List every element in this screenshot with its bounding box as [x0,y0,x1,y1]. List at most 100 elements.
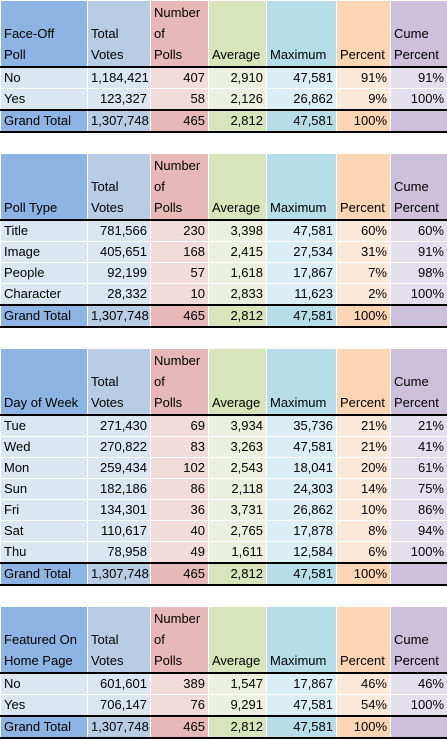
average-cell[interactable]: 2,812 [209,305,267,327]
cume-percent-cell[interactable]: 100% [391,695,447,717]
total-votes-cell[interactable]: 1,307,748 [88,110,151,132]
average-header[interactable]: Average [209,154,267,221]
row-label-cell[interactable]: No [1,673,88,695]
percent-cell[interactable]: 20% [337,458,391,479]
num-polls-cell[interactable]: 168 [151,242,209,263]
num-polls-cell[interactable]: 10 [151,284,209,306]
row-label-cell[interactable]: Title [1,220,88,242]
percent-cell[interactable]: 2% [337,284,391,306]
num-polls-cell[interactable]: 230 [151,220,209,242]
maximum-cell[interactable]: 47,581 [267,563,337,585]
average-cell[interactable]: 1,618 [209,263,267,284]
cume-percent-cell[interactable]: 46% [391,673,447,695]
average-header[interactable]: Average [209,349,267,416]
maximum-header[interactable]: Maximum [267,607,337,674]
percent-cell[interactable]: 6% [337,542,391,564]
average-cell[interactable]: 3,398 [209,220,267,242]
num-polls-cell[interactable]: 465 [151,305,209,327]
percent-cell[interactable]: 21% [337,437,391,458]
cume-percent-cell[interactable]: 98% [391,263,447,284]
cume-percent-cell[interactable] [391,563,447,585]
cume-percent-cell[interactable]: 21% [391,415,447,437]
average-cell[interactable]: 1,547 [209,673,267,695]
maximum-header[interactable]: Maximum [267,154,337,221]
row-label-cell[interactable]: Sat [1,521,88,542]
maximum-cell[interactable]: 12,584 [267,542,337,564]
average-cell[interactable]: 2,812 [209,110,267,132]
maximum-cell[interactable]: 18,041 [267,458,337,479]
total-votes-cell[interactable]: 28,332 [88,284,151,306]
num-polls-cell[interactable]: 86 [151,479,209,500]
total-votes-cell[interactable]: 92,199 [88,263,151,284]
num-polls-cell[interactable]: 102 [151,458,209,479]
percent-cell[interactable]: 100% [337,716,391,738]
maximum-cell[interactable]: 17,878 [267,521,337,542]
percent-header[interactable]: Percent [337,349,391,416]
percent-cell[interactable]: 7% [337,263,391,284]
maximum-cell[interactable]: 26,862 [267,500,337,521]
num-polls-cell[interactable]: 83 [151,437,209,458]
percent-header[interactable]: Percent [337,154,391,221]
average-header[interactable]: Average [209,607,267,674]
row-label-cell[interactable]: Image [1,242,88,263]
maximum-cell[interactable]: 47,581 [267,110,337,132]
cume-percent-cell[interactable] [391,716,447,738]
num-polls-cell[interactable]: 49 [151,542,209,564]
total-votes-cell[interactable]: 259,434 [88,458,151,479]
maximum-cell[interactable]: 35,736 [267,415,337,437]
row-label-cell[interactable]: Grand Total [1,110,88,132]
row-label-cell[interactable]: Tue [1,415,88,437]
num-polls-cell[interactable]: 389 [151,673,209,695]
num-polls-cell[interactable]: 407 [151,67,209,89]
maximum-cell[interactable]: 26,862 [267,89,337,111]
percent-cell[interactable]: 8% [337,521,391,542]
row-label-cell[interactable]: People [1,263,88,284]
cume-percent-cell[interactable]: 91% [391,242,447,263]
percent-cell[interactable]: 100% [337,110,391,132]
total-votes-cell[interactable]: 405,651 [88,242,151,263]
total-votes-cell[interactable]: 1,307,748 [88,716,151,738]
cume-percent-cell[interactable]: 61% [391,458,447,479]
percent-cell[interactable]: 54% [337,695,391,717]
maximum-header[interactable]: Maximum [267,1,337,68]
total-votes-cell[interactable]: 706,147 [88,695,151,717]
cume-percent-cell[interactable]: 100% [391,284,447,306]
average-cell[interactable]: 3,934 [209,415,267,437]
row-field-header[interactable]: Poll Type [1,154,88,221]
percent-cell[interactable]: 46% [337,673,391,695]
total-votes-cell[interactable]: 1,307,748 [88,563,151,585]
maximum-cell[interactable]: 47,581 [267,695,337,717]
row-label-cell[interactable]: Grand Total [1,305,88,327]
maximum-cell[interactable]: 47,581 [267,67,337,89]
average-cell[interactable]: 3,731 [209,500,267,521]
total-votes-cell[interactable]: 182,186 [88,479,151,500]
maximum-cell[interactable]: 17,867 [267,263,337,284]
maximum-cell[interactable]: 24,303 [267,479,337,500]
percent-cell[interactable]: 21% [337,415,391,437]
row-label-cell[interactable]: Yes [1,695,88,717]
row-label-cell[interactable]: Grand Total [1,563,88,585]
cume-percent-cell[interactable]: 86% [391,500,447,521]
percent-cell[interactable]: 14% [337,479,391,500]
average-header[interactable]: Average [209,1,267,68]
row-label-cell[interactable]: Thu [1,542,88,564]
cume-percent-cell[interactable]: 60% [391,220,447,242]
average-cell[interactable]: 2,118 [209,479,267,500]
num-polls-cell[interactable]: 465 [151,563,209,585]
percent-cell[interactable]: 91% [337,67,391,89]
cume-percent-cell[interactable]: 100% [391,542,447,564]
average-cell[interactable]: 3,263 [209,437,267,458]
percent-header[interactable]: Percent [337,1,391,68]
row-field-header[interactable]: Day of Week [1,349,88,416]
row-label-cell[interactable]: No [1,67,88,89]
num-polls-cell[interactable]: 57 [151,263,209,284]
cume-percent-cell[interactable]: 75% [391,479,447,500]
